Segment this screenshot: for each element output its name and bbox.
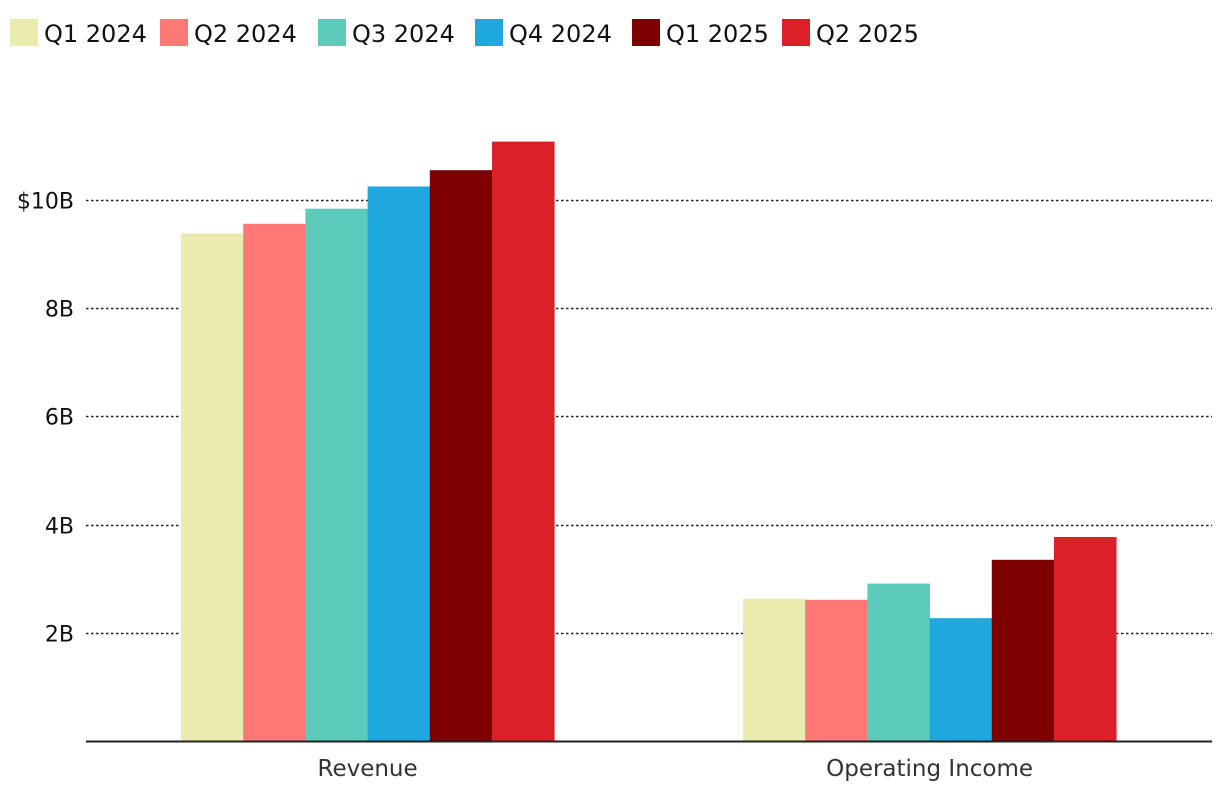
y-tick-label: $10B [17,190,74,215]
legend-label: Q1 2024 [44,20,147,48]
bar [991,559,1055,741]
legend-label: Q2 2025 [816,20,919,48]
bar [429,170,493,741]
legend-swatch [632,19,660,46]
bar [492,141,555,742]
legend-swatch [318,19,346,46]
legend-label: Q3 2024 [352,20,455,48]
legend-swatch [10,19,38,46]
bar [805,599,868,741]
y-tick-label: 6B [45,406,74,431]
bar [305,208,368,741]
legend-swatch [782,19,810,46]
y-tick-label: 4B [45,515,74,540]
legend-label: Q4 2024 [509,20,612,48]
bars [181,141,1117,742]
y-axis-ticks: 2B 4B 6B 8B $10B [17,190,74,648]
legend-swatch [475,19,503,46]
bar [867,583,930,741]
y-tick-label: 2B [45,623,74,648]
bar [181,233,244,741]
x-axis-categories: Revenue Operating Income [318,756,1034,782]
x-category-label: Revenue [318,756,418,782]
bar [929,618,993,741]
bar [743,598,806,741]
legend-label: Q2 2024 [194,20,297,48]
legend: Q1 2024 Q2 2024 Q3 2024 Q4 2024 Q1 2025 Q2 20… [10,19,919,48]
x-category-label: Operating Income [826,756,1033,782]
y-tick-label: 8B [45,298,74,323]
legend-swatch [160,19,188,46]
bar [243,223,306,742]
bar [367,186,431,741]
legend-label: Q1 2025 [666,20,769,48]
bar [1054,537,1117,741]
